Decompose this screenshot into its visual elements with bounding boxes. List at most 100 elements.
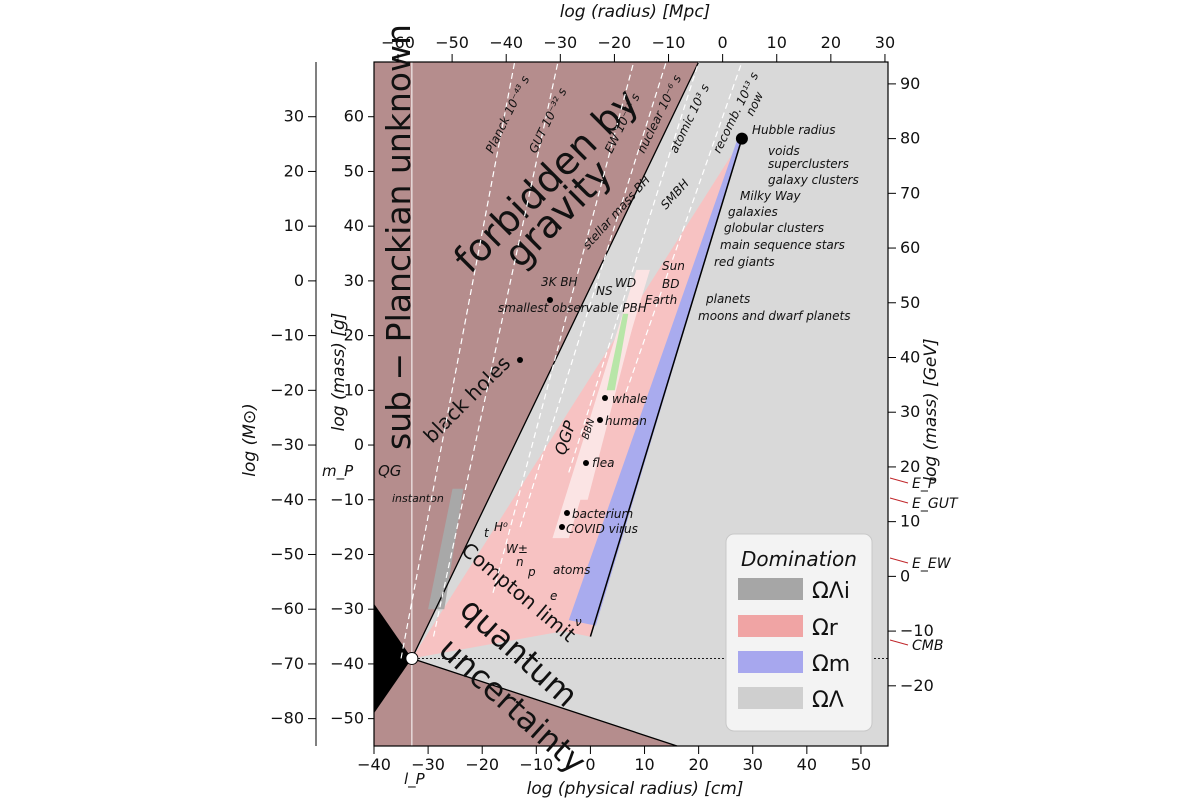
object-label: 3K BH [541, 275, 578, 289]
legend-swatch-radiation [738, 615, 803, 637]
quantum-gravity-region [374, 603, 412, 714]
top-tick-label: 30 [875, 33, 895, 52]
left-outer-tick-label: −10 [270, 326, 304, 345]
legend-label-radiation: Ωr [812, 616, 839, 641]
object-label: globular clusters [724, 221, 824, 235]
object-label: atoms [553, 563, 590, 577]
object-label: Hubble radius [752, 123, 836, 137]
x-tick-label: 40 [797, 755, 817, 774]
object-label: galaxies [728, 205, 778, 219]
right-tick-label: −20 [900, 676, 934, 695]
left-outer-tick-label: −50 [270, 544, 304, 563]
object-label: flea [592, 456, 615, 470]
epoch-line [432, 61, 559, 637]
compton-line [411, 657, 678, 747]
x-tick-label: 10 [634, 755, 654, 774]
x-axis-top-title: log (radius) [Mpc] [560, 2, 711, 22]
energy-label: E_GUT [912, 496, 959, 512]
legend-title: Domination [741, 547, 857, 571]
left-inner-tick-label: 30 [344, 271, 364, 290]
x-tick-label: −10 [519, 755, 553, 774]
right-tick-label: 60 [900, 238, 920, 257]
object-label: human [605, 414, 647, 428]
left-outer-tick-label: 10 [284, 216, 304, 235]
epoch-line [400, 61, 516, 659]
object-label: smallest observable PBH [498, 301, 647, 315]
right-tick-label: 20 [900, 457, 920, 476]
left-outer-tick-label: −70 [270, 654, 304, 673]
epoch-line [492, 61, 635, 593]
object-label: COVID virus [566, 522, 638, 536]
top-tick-label: −50 [435, 33, 469, 52]
left-outer-tick-label: −60 [270, 599, 304, 618]
left-outer-tick-label: −40 [270, 490, 304, 509]
top-tick-label: 0 [718, 33, 728, 52]
object-label: voids [768, 144, 800, 158]
planckian-region-label: sub − Planckian unknown [379, 24, 418, 450]
object-dot [547, 297, 553, 303]
bbn-band [579, 280, 645, 500]
object-label: ν [575, 615, 582, 629]
object-label: W± [506, 542, 528, 556]
object-label: NS [596, 284, 613, 298]
x-tick-label: −40 [357, 755, 391, 774]
left-inner-tick-label: 60 [344, 107, 364, 126]
left-inner-tick-label: 20 [344, 326, 364, 345]
y-axis-left-inner-title: log (mass) [g] [329, 313, 349, 432]
object-dot [517, 357, 523, 363]
object-label: n [516, 555, 524, 569]
object-label: main sequence stars [720, 238, 845, 252]
planck-mass-marker: m_P [322, 462, 354, 481]
object-dot [597, 417, 603, 423]
radiation-region [411, 138, 742, 659]
right-tick-label: 90 [900, 74, 920, 93]
object-label: BD [662, 277, 679, 291]
object-label: H⁰ [494, 520, 508, 534]
energy-label: E_P [912, 476, 937, 492]
object-label: planets [705, 292, 750, 306]
left-inner-tick-label: 40 [344, 216, 364, 235]
left-outer-tick-label: −80 [270, 709, 304, 728]
right-tick-label: 80 [900, 129, 920, 148]
object-label: red giants [714, 255, 775, 269]
epoch-line [519, 61, 667, 528]
right-tick-label: 70 [900, 183, 920, 202]
x-axis-bottom-title: log (physical radius) [cm] [527, 779, 744, 799]
legend-label-lambda: ΩΛ [812, 688, 844, 713]
object-label: superclusters [768, 157, 849, 171]
qg-label: QG [378, 462, 401, 480]
plot-area [373, 61, 889, 747]
right-tick-label: 10 [900, 512, 920, 531]
object-label: Sun [662, 259, 685, 273]
y-axis-right-title: log (mass) [GeV] [921, 338, 941, 481]
right-tick-label: 50 [900, 293, 920, 312]
energy-arrow [889, 497, 909, 504]
object-label: t [484, 526, 490, 540]
left-inner-tick-label: 10 [344, 380, 364, 399]
planck-point [405, 651, 419, 665]
instanton-label: instanton [392, 492, 444, 505]
object-label: WD [615, 276, 636, 290]
hubble-point [735, 132, 748, 145]
y-axis-left-outer-title: log (M⊙) [240, 403, 260, 477]
object-dot [583, 460, 589, 466]
left-outer-tick-label: 30 [284, 107, 304, 126]
right-tick-label: 40 [900, 347, 920, 366]
energy-labels: E_P E_GUT E_EW CMB [889, 476, 959, 654]
x-tick-label: 0 [585, 755, 595, 774]
object-label: e [550, 589, 557, 603]
object-label: moons and dwarf planets [698, 309, 850, 323]
legend: Domination ΩΛi Ωr Ωm ΩΛ [725, 533, 873, 732]
x-tick-label: −30 [411, 755, 445, 774]
right-tick-label: −10 [900, 621, 934, 640]
axis-ticks: −40 −30 −20 −10 0 10 20 30 40 50 −60 −50 −40 −30 −20 −1… [270, 33, 934, 774]
object-label: Earth [645, 293, 677, 307]
x-tick-label: 30 [743, 755, 763, 774]
object-label: galaxy clusters [768, 173, 859, 187]
legend-label-matter: Ωm [812, 652, 850, 677]
matter-region [568, 138, 742, 626]
object-dot [559, 524, 565, 530]
top-tick-label: −20 [598, 33, 632, 52]
